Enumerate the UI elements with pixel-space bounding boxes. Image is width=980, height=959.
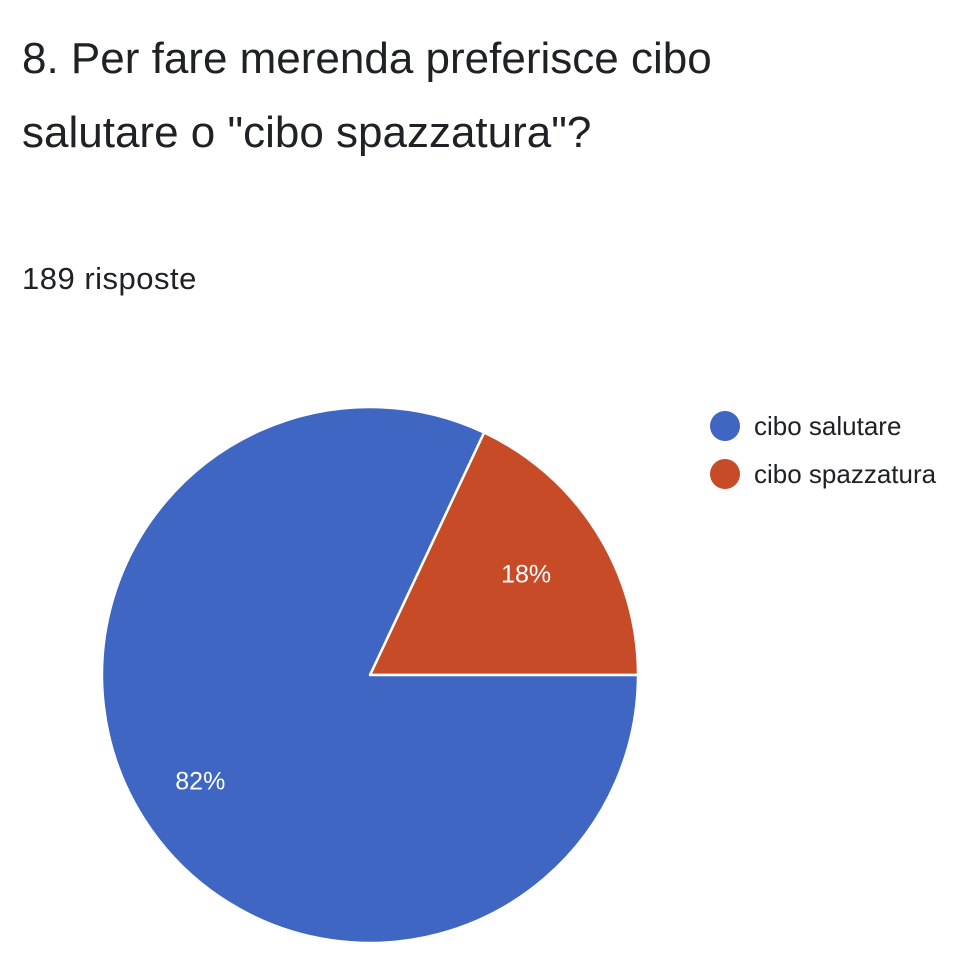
legend-item-cibo-salutare[interactable]: cibo salutare: [710, 402, 936, 450]
legend-swatch-cibo-spazzatura: [710, 459, 740, 489]
pie-slice-cibo-salutare[interactable]: [100, 405, 640, 945]
pie-labels: 18% 82%: [175, 561, 551, 796]
legend-item-cibo-spazzatura[interactable]: cibo spazzatura: [710, 450, 936, 498]
slice-label-cibo-spazzatura: 18%: [501, 561, 551, 589]
question-title: 8. Per fare merenda preferisce cibo salu…: [22, 34, 712, 157]
response-count: 189 risposte: [22, 261, 197, 296]
legend-swatch-cibo-salutare: [710, 411, 740, 441]
legend-label-cibo-salutare: cibo salutare: [754, 410, 902, 441]
pie-slices: [100, 405, 640, 945]
chart-legend: cibo salutare cibo spazzatura: [710, 402, 936, 498]
slice-label-cibo-salutare: 82%: [175, 767, 225, 795]
legend-label-cibo-spazzatura: cibo spazzatura: [754, 458, 937, 489]
pie-slice-cibo-spazzatura[interactable]: [368, 431, 640, 677]
